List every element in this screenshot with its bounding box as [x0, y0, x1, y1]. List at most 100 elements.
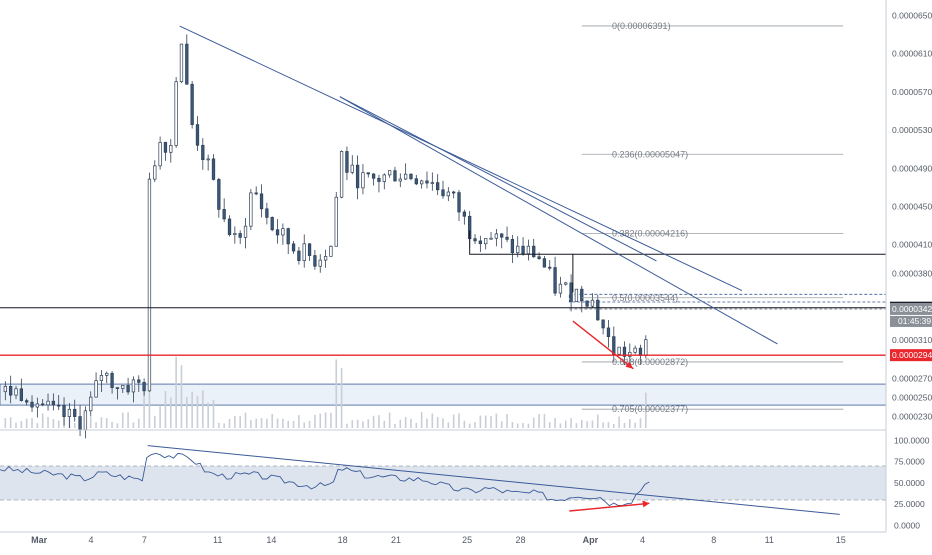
- volume-bar: [367, 419, 370, 428]
- volume-bar: [399, 419, 402, 428]
- volume-bar: [4, 418, 7, 428]
- volume-bar: [20, 421, 23, 428]
- x-tick-label: Mar: [31, 535, 48, 545]
- volume-bar: [111, 421, 113, 428]
- price-trendline[interactable]: [339, 96, 657, 262]
- volume-bar: [234, 415, 236, 428]
- volume-bar: [330, 412, 332, 428]
- rsi-tick-label: 100.0000: [894, 435, 930, 445]
- candle-body: [617, 346, 621, 355]
- x-tick-label: 25: [462, 535, 472, 545]
- candle-body: [3, 385, 7, 393]
- candle-body: [548, 266, 552, 269]
- volume-bar: [415, 422, 418, 428]
- candle-body: [558, 283, 563, 294]
- candle-body: [179, 43, 184, 83]
- volume-bar: [623, 422, 626, 428]
- volume-bar: [607, 422, 610, 428]
- candle-body: [190, 83, 194, 125]
- candle-body: [436, 182, 440, 191]
- volume-bar: [484, 415, 487, 428]
- candle-body: [393, 170, 397, 182]
- volume-bar: [89, 415, 92, 428]
- volume-bar: [340, 368, 343, 428]
- candle-body: [425, 180, 429, 184]
- volume-bar: [548, 422, 551, 428]
- volume-bar: [495, 413, 498, 428]
- x-tick-label: 7: [142, 535, 147, 545]
- candle-body: [478, 240, 483, 245]
- volume-bar: [212, 400, 215, 428]
- candle-body: [62, 404, 66, 417]
- fib-label-0_705: 0.705(0.00002377): [612, 404, 688, 414]
- candle-body: [35, 403, 40, 408]
- candle-body: [19, 388, 23, 401]
- volume-bar: [105, 418, 108, 428]
- x-tick-label: 4: [640, 535, 645, 545]
- volume-bar: [420, 412, 423, 428]
- volume-bar: [148, 368, 151, 428]
- candle-body: [57, 404, 61, 407]
- volume-bar: [282, 418, 284, 428]
- candle-body: [99, 375, 104, 381]
- candle-body: [153, 165, 157, 180]
- candle-body: [254, 192, 258, 195]
- volume-bar: [543, 413, 546, 428]
- candle-body: [334, 196, 338, 247]
- divergence-arrow: [572, 320, 634, 370]
- candle-body: [542, 258, 547, 268]
- rsi-tick-label: 50.0000: [894, 478, 925, 488]
- candle-body: [371, 173, 376, 179]
- volume-bar: [388, 412, 391, 428]
- candle-body: [564, 282, 568, 285]
- volume-bar: [121, 412, 124, 428]
- volume-bar: [575, 423, 578, 428]
- volume-bar: [314, 414, 316, 428]
- candle-body: [137, 379, 141, 383]
- volume-bar: [9, 417, 12, 428]
- volume-bar: [47, 416, 49, 428]
- candle-body: [201, 144, 205, 161]
- volume-bar: [319, 413, 322, 428]
- candle-body: [580, 288, 584, 302]
- candle-body: [318, 259, 322, 267]
- volume-bar: [468, 423, 471, 428]
- candle-body: [553, 267, 557, 294]
- volume-bar: [260, 418, 263, 428]
- price-trendline[interactable]: [179, 25, 743, 291]
- volume-bar: [383, 420, 386, 428]
- price-trendline[interactable]: [339, 96, 778, 345]
- candle-body: [67, 408, 72, 417]
- candle-body: [238, 233, 242, 238]
- fib-label-0_618: 0.618(0.00002872): [612, 357, 688, 367]
- volume-bar: [532, 417, 535, 428]
- candle-body: [121, 385, 125, 389]
- candle-body: [387, 170, 392, 176]
- volume-bar: [191, 391, 193, 428]
- candle-body: [633, 347, 637, 353]
- candle-body: [329, 245, 333, 257]
- candle-body: [222, 209, 226, 220]
- volume-bar: [346, 423, 348, 428]
- volume-bar: [223, 423, 225, 428]
- volume-bar: [639, 418, 642, 428]
- volume-bar: [426, 418, 428, 428]
- volume-bar: [479, 415, 482, 428]
- candle-body: [25, 400, 29, 403]
- x-tick-label: 8: [711, 535, 716, 545]
- candle-body: [606, 327, 611, 337]
- price-label-box-gray: [890, 302, 932, 315]
- candle-body: [414, 178, 418, 185]
- volume-bar: [153, 415, 156, 428]
- volume-bar: [527, 423, 530, 428]
- candle-body: [195, 124, 200, 146]
- candle-body: [286, 228, 290, 245]
- candle-body: [217, 179, 221, 210]
